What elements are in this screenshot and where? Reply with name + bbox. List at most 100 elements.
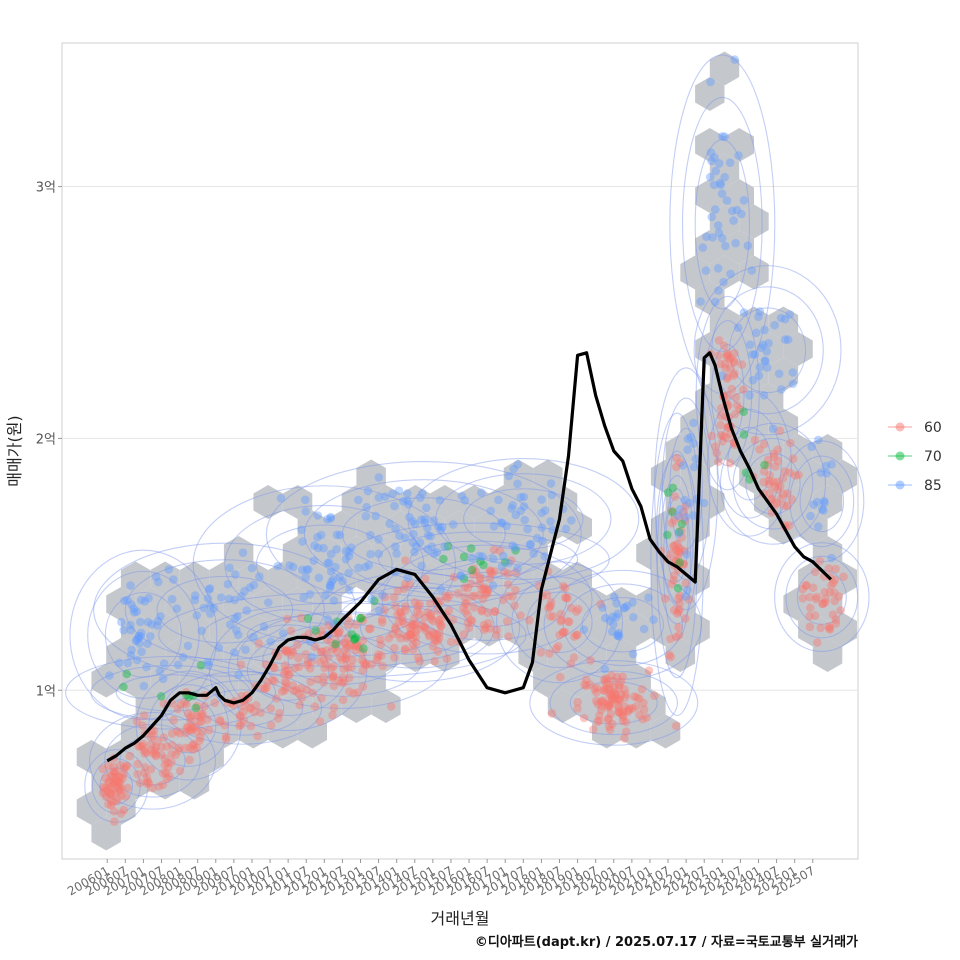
point-60 [711, 442, 720, 451]
point-60 [679, 560, 689, 569]
point-85 [374, 493, 384, 502]
point-60 [635, 710, 644, 720]
hexbin-cell [724, 383, 754, 417]
point-60 [107, 772, 117, 782]
point-60 [142, 772, 152, 782]
point-60 [725, 458, 735, 468]
point-85 [417, 515, 426, 524]
density-contour [246, 613, 438, 657]
hexbin-cell [665, 485, 696, 519]
point-85 [508, 541, 517, 550]
point-60 [590, 685, 599, 694]
point-60 [103, 784, 113, 794]
point-60 [125, 751, 135, 761]
point-60 [324, 620, 333, 630]
point-60 [726, 353, 735, 363]
point-85 [768, 424, 778, 434]
hexbin-cell [621, 714, 651, 749]
point-85 [732, 205, 742, 215]
point-60 [185, 755, 194, 765]
point-60 [338, 673, 348, 682]
point-60 [597, 701, 606, 711]
point-60 [393, 586, 403, 596]
point-85 [511, 510, 521, 520]
point-85 [154, 577, 163, 587]
hexbin-cell [238, 663, 269, 698]
point-60 [462, 599, 472, 608]
point-70 [668, 483, 678, 493]
point-60 [620, 734, 629, 743]
point-70 [459, 552, 469, 561]
point-60 [516, 611, 525, 620]
point-60 [221, 735, 231, 744]
point-60 [773, 445, 782, 455]
point-85 [237, 592, 246, 601]
point-85 [143, 617, 153, 627]
hexbin-cell [312, 536, 342, 570]
point-60 [262, 683, 272, 692]
point-85 [745, 340, 755, 350]
point-60 [716, 420, 725, 430]
point-85 [644, 593, 653, 602]
point-60 [625, 704, 634, 713]
point-60 [176, 700, 185, 709]
hexbin-cell [768, 459, 799, 494]
point-60 [180, 698, 189, 707]
point-60 [402, 633, 411, 643]
point-85 [436, 525, 446, 535]
point-60 [614, 707, 624, 717]
point-60 [109, 807, 119, 816]
point-60 [603, 699, 613, 708]
point-60 [559, 627, 568, 637]
point-60 [138, 739, 148, 749]
point-60 [181, 728, 190, 738]
point-60 [485, 574, 495, 583]
point-60 [716, 359, 725, 369]
point-60 [596, 599, 605, 609]
point-60 [239, 707, 248, 717]
point-85 [713, 221, 723, 230]
point-85 [361, 511, 371, 521]
point-60 [824, 622, 834, 631]
point-60 [317, 626, 326, 635]
density-contour [654, 367, 719, 611]
point-60 [547, 709, 557, 718]
point-85 [509, 464, 518, 474]
point-60 [615, 680, 624, 690]
point-60 [790, 471, 800, 480]
point-60 [358, 648, 368, 657]
hexbin-cell [533, 459, 563, 494]
point-60 [605, 690, 614, 700]
point-60 [109, 777, 118, 786]
point-60 [499, 567, 509, 576]
point-70 [668, 507, 677, 517]
point-60 [167, 741, 177, 750]
density-contour [511, 576, 608, 669]
hexbin-cell [547, 587, 578, 621]
point-85 [341, 546, 351, 556]
hexbin-cell [297, 663, 327, 698]
hexbin-cell [547, 638, 578, 672]
density-contour [562, 583, 684, 667]
point-60 [714, 457, 723, 467]
point-85 [547, 490, 557, 500]
point-60 [328, 645, 337, 654]
point-85 [731, 238, 740, 248]
point-60 [388, 629, 398, 639]
point-85 [516, 506, 525, 516]
point-85 [247, 563, 257, 573]
point-85 [408, 516, 417, 526]
point-60 [750, 435, 760, 445]
point-60 [605, 682, 614, 692]
legend: 60 70 85 [888, 420, 942, 494]
point-85 [437, 522, 447, 532]
point-60 [615, 695, 625, 705]
point-85 [153, 621, 162, 630]
point-85 [827, 553, 836, 563]
density-contour [569, 681, 658, 725]
point-60 [339, 664, 348, 673]
point-85 [705, 172, 715, 182]
point-60 [546, 600, 555, 610]
point-85 [205, 584, 215, 593]
point-60 [162, 742, 171, 751]
